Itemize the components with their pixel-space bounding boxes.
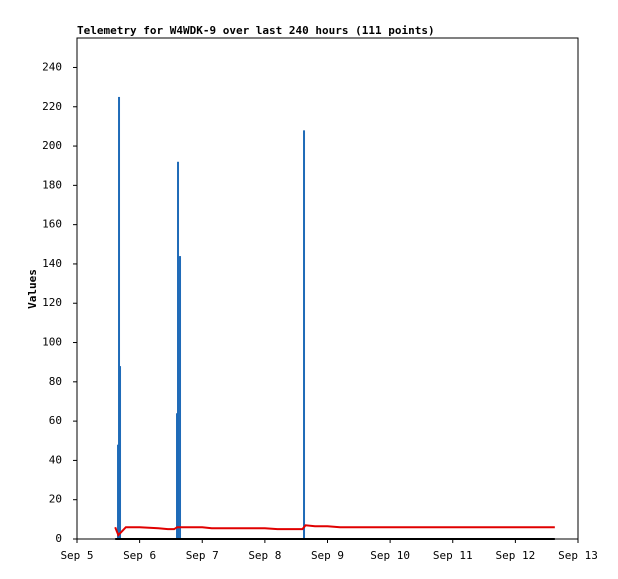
bar: [303, 130, 306, 539]
x-tick-label: Sep 6: [123, 549, 156, 562]
plot-frame: [76, 37, 579, 540]
y-tick-label: 100: [42, 336, 62, 349]
y-tick-label: 180: [42, 178, 62, 191]
x-tick-label: Sep 12: [496, 549, 536, 562]
y-tick-label: 80: [49, 375, 62, 388]
bar: [117, 444, 120, 539]
y-tick-label: 20: [49, 493, 62, 506]
y-tick-label: 200: [42, 139, 62, 152]
x-tick-label: Sep 10: [370, 549, 410, 562]
y-axis-label: Values: [26, 269, 39, 309]
y-tick-label: 160: [42, 218, 62, 231]
x-tick-label: Sep 13: [558, 549, 598, 562]
y-tick-label: 220: [42, 100, 62, 113]
bar: [176, 413, 179, 539]
x-tick-label: Sep 7: [186, 549, 219, 562]
bar: [179, 256, 182, 539]
x-tick-label: Sep 11: [433, 549, 473, 562]
bar: [118, 96, 121, 540]
y-tick-label: 0: [55, 532, 62, 545]
y-tick-label: 60: [49, 414, 62, 427]
line: [114, 524, 555, 537]
bar: [177, 161, 180, 539]
x-tick-label: Sep 9: [311, 549, 344, 562]
y-tick-label: 240: [42, 60, 62, 73]
y-tick-label: 40: [49, 453, 62, 466]
y-tick-label: 120: [42, 296, 62, 309]
chart-title: Telemetry for W4WDK-9 over last 240 hour…: [77, 24, 435, 37]
bar: [119, 366, 122, 539]
x-tick-label: Sep 8: [248, 549, 281, 562]
y-tick-label: 140: [42, 257, 62, 270]
x-tick-label: Sep 5: [60, 549, 93, 562]
